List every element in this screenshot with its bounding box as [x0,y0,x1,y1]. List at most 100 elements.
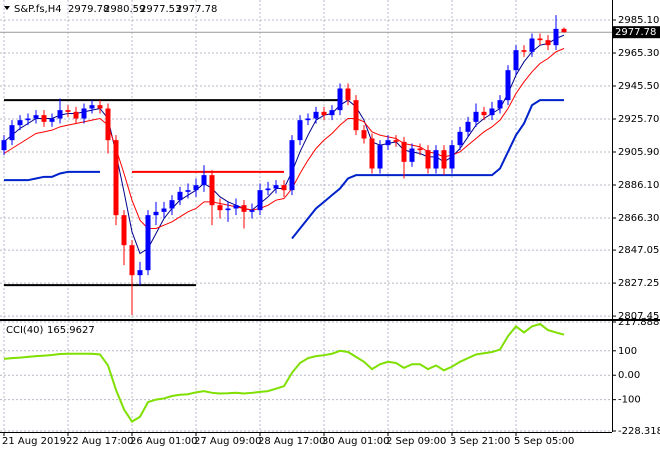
candle-body [553,28,559,46]
candle-body [49,118,55,122]
candle-body [521,50,527,52]
y-tick-label: 2905.90 [618,147,659,158]
candle-body [185,190,191,192]
candle-body [81,108,87,119]
y-tick-label: 217.8884 [618,317,660,328]
candle-body [41,115,47,122]
candle-body [161,208,167,212]
x-tick-label: 3 Sep 21:00 [450,436,510,447]
y-tick-label: 0.00 [618,370,640,381]
candle-body [345,88,351,101]
symbol: S&P.fs,H4 [14,4,62,15]
y-tick-label: 2827.25 [618,278,659,289]
candle-body [481,111,487,116]
candle-body [97,105,103,109]
candle-body [457,131,463,146]
candle-body [201,175,207,186]
candle-body [561,28,567,33]
candle-body [297,120,303,141]
y-tick-label: 2965.30 [618,48,659,59]
y-tick-label: 2847.05 [618,245,659,256]
candle-body [273,185,279,189]
candle-body [433,150,439,169]
candle-body [145,215,151,271]
candle-body [281,185,287,191]
candle-body [361,130,367,139]
candle-body [305,118,311,121]
candle-body [425,150,431,169]
candle-body [57,110,63,119]
candle-body [9,125,15,141]
candle-body [329,110,335,116]
candle-body [65,110,71,112]
x-tick-label: 2 Sep 09:00 [386,436,446,447]
candle-body [337,88,343,111]
candle-body [209,175,215,206]
current-price-label: 2977.78 [615,27,656,38]
candle-body [417,148,423,151]
candle-body [401,141,407,162]
candle-body [377,145,383,169]
candle-body [465,121,471,132]
x-tick-label: 27 Aug 09:00 [194,436,261,447]
indicator-line [3,48,565,229]
candle-body [441,150,447,169]
candle-body [153,211,159,216]
candle-body [113,140,119,216]
candle-body [225,208,231,211]
candle-body [217,205,223,211]
candle-body [489,108,495,116]
x-tick-label: 28 Aug 17:00 [258,436,325,447]
candle-body [449,145,455,169]
candle-body [313,111,319,119]
candle-body [473,111,479,122]
candle-body [33,115,39,119]
candle-body [497,100,503,109]
candle-body [505,70,511,101]
y-tick-label: 2886.10 [618,180,659,191]
y-tick-label: -228.3184 [618,426,660,437]
candle-body [529,38,535,52]
cci-line [3,322,565,423]
x-tick-label: 21 Aug 2019 [2,436,66,447]
candle-body [129,245,135,276]
candle-body [121,215,127,246]
x-tick-label: 5 Sep 05:00 [514,436,574,447]
x-tick-label: 22 Aug 17:00 [66,436,133,447]
x-tick-label: 30 Aug 01:00 [322,436,389,447]
candle-body [409,148,415,162]
menu-triangle [4,6,10,10]
y-tick-label: 2866.30 [618,213,659,224]
candle-body [105,108,111,141]
candle-body [537,38,543,41]
current-price-box [613,26,660,39]
ohlc-low: 2977.53 [140,4,181,15]
y-tick-label: 2945.50 [618,81,659,92]
candle-body [233,205,239,209]
ohlc-high: 2980.59 [104,4,145,15]
candle-body [177,191,183,201]
candle-body [265,188,271,191]
candle-body [249,210,255,212]
candle-body [513,50,519,71]
x-tick-label: 26 Aug 01:00 [130,436,197,447]
candle-body [25,118,31,121]
y-tick-label: 100 [618,346,637,357]
candle-body [393,140,399,142]
indicator-title: CCI(40) [6,325,44,336]
indicator-value: 165.9627 [47,325,95,336]
y-tick-label: -100 [618,395,641,406]
candle-body [289,140,295,191]
candle-body [137,270,143,276]
candle-body [1,140,7,151]
candle-body [353,100,359,131]
candle-body [17,120,23,126]
candle-body [169,200,175,209]
ohlc-close: 2977.78 [176,4,217,15]
candle-body [73,111,79,119]
candle-body [257,190,263,211]
y-tick-label: 2807.45 [618,311,659,322]
